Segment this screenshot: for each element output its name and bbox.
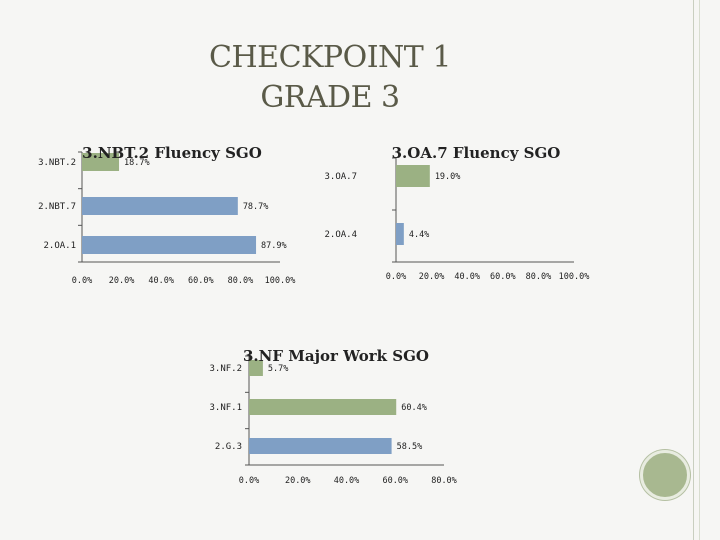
chart-2-x-tick-label: 40.0% [454, 272, 480, 282]
chart-2-x-tick-label: 80.0% [526, 272, 552, 282]
chart-1-data-label: 87.9% [261, 241, 287, 251]
chart-1-x-tick-label: 80.0% [228, 276, 254, 286]
chart-3-data-label: 60.4% [401, 403, 427, 413]
chart-2-x-tick-label: 0.0% [386, 272, 406, 282]
chart-1-category-label: 2.OA.1 [43, 241, 76, 251]
chart-2-bar [396, 223, 404, 245]
slide-title-line1: CHECKPOINT 1 [209, 40, 451, 75]
chart-3-data-label: 5.7% [268, 364, 288, 374]
chart-2-category-label: 3.OA.7 [324, 172, 357, 182]
chart-1-x-tick-label: 20.0% [109, 276, 135, 286]
chart-1-title: 3.NBT.2 Fluency SGO [82, 144, 262, 162]
chart-3-category-label: 2.G.3 [215, 442, 242, 452]
chart-3-category-label: 3.NF.2 [209, 364, 242, 374]
chart-1-data-label: 78.7% [243, 202, 269, 212]
decorative-circle [640, 450, 690, 500]
chart-1-category-label: 2.NBT.7 [38, 202, 76, 212]
chart-1-x-tick-label: 100.0% [265, 276, 296, 286]
chart-2-x-tick-label: 20.0% [419, 272, 445, 282]
chart-3-x-tick-label: 60.0% [382, 476, 408, 486]
chart-3-x-tick-label: 20.0% [285, 476, 311, 486]
chart-2-data-label: 19.0% [435, 172, 461, 182]
chart-3-x-tick-label: 0.0% [239, 476, 259, 486]
slide-title-line2: GRADE 3 [260, 80, 400, 115]
chart-3-bar [249, 399, 397, 415]
slide-title: CHECKPOINT 1 GRADE 3 [0, 38, 660, 118]
chart-2-x-tick-label: 100.0% [559, 272, 590, 282]
slide-border-line [693, 0, 694, 540]
chart-1-bar [82, 236, 257, 254]
chart-1-x-tick-label: 0.0% [72, 276, 92, 286]
chart-3-x-tick-label: 80.0% [431, 476, 457, 486]
chart-3-title: 3.NF Major Work SGO [243, 347, 429, 365]
chart-2-category-label: 2.OA.4 [324, 230, 357, 240]
chart-1-bar [82, 153, 120, 171]
chart-1-x-tick-label: 40.0% [148, 276, 174, 286]
chart-3-bar [249, 438, 392, 454]
chart-2-bar [396, 165, 430, 187]
chart-1-category-label: 3.NBT.2 [38, 158, 76, 168]
slide-border-line-inner [699, 0, 700, 540]
chart-2-x-tick-label: 60.0% [490, 272, 516, 282]
chart-3-bar [249, 360, 263, 376]
chart-3-category-label: 3.NF.1 [209, 403, 242, 413]
chart-1-bar [82, 197, 238, 215]
chart-2-data-label: 4.4% [409, 230, 429, 240]
chart-3-data-label: 58.5% [397, 442, 423, 452]
chart-2-title: 3.OA.7 Fluency SGO [392, 144, 561, 162]
chart-1-data-label: 18.7% [124, 158, 150, 168]
chart-1-x-tick-label: 60.0% [188, 276, 214, 286]
chart-3-x-tick-label: 40.0% [334, 476, 360, 486]
